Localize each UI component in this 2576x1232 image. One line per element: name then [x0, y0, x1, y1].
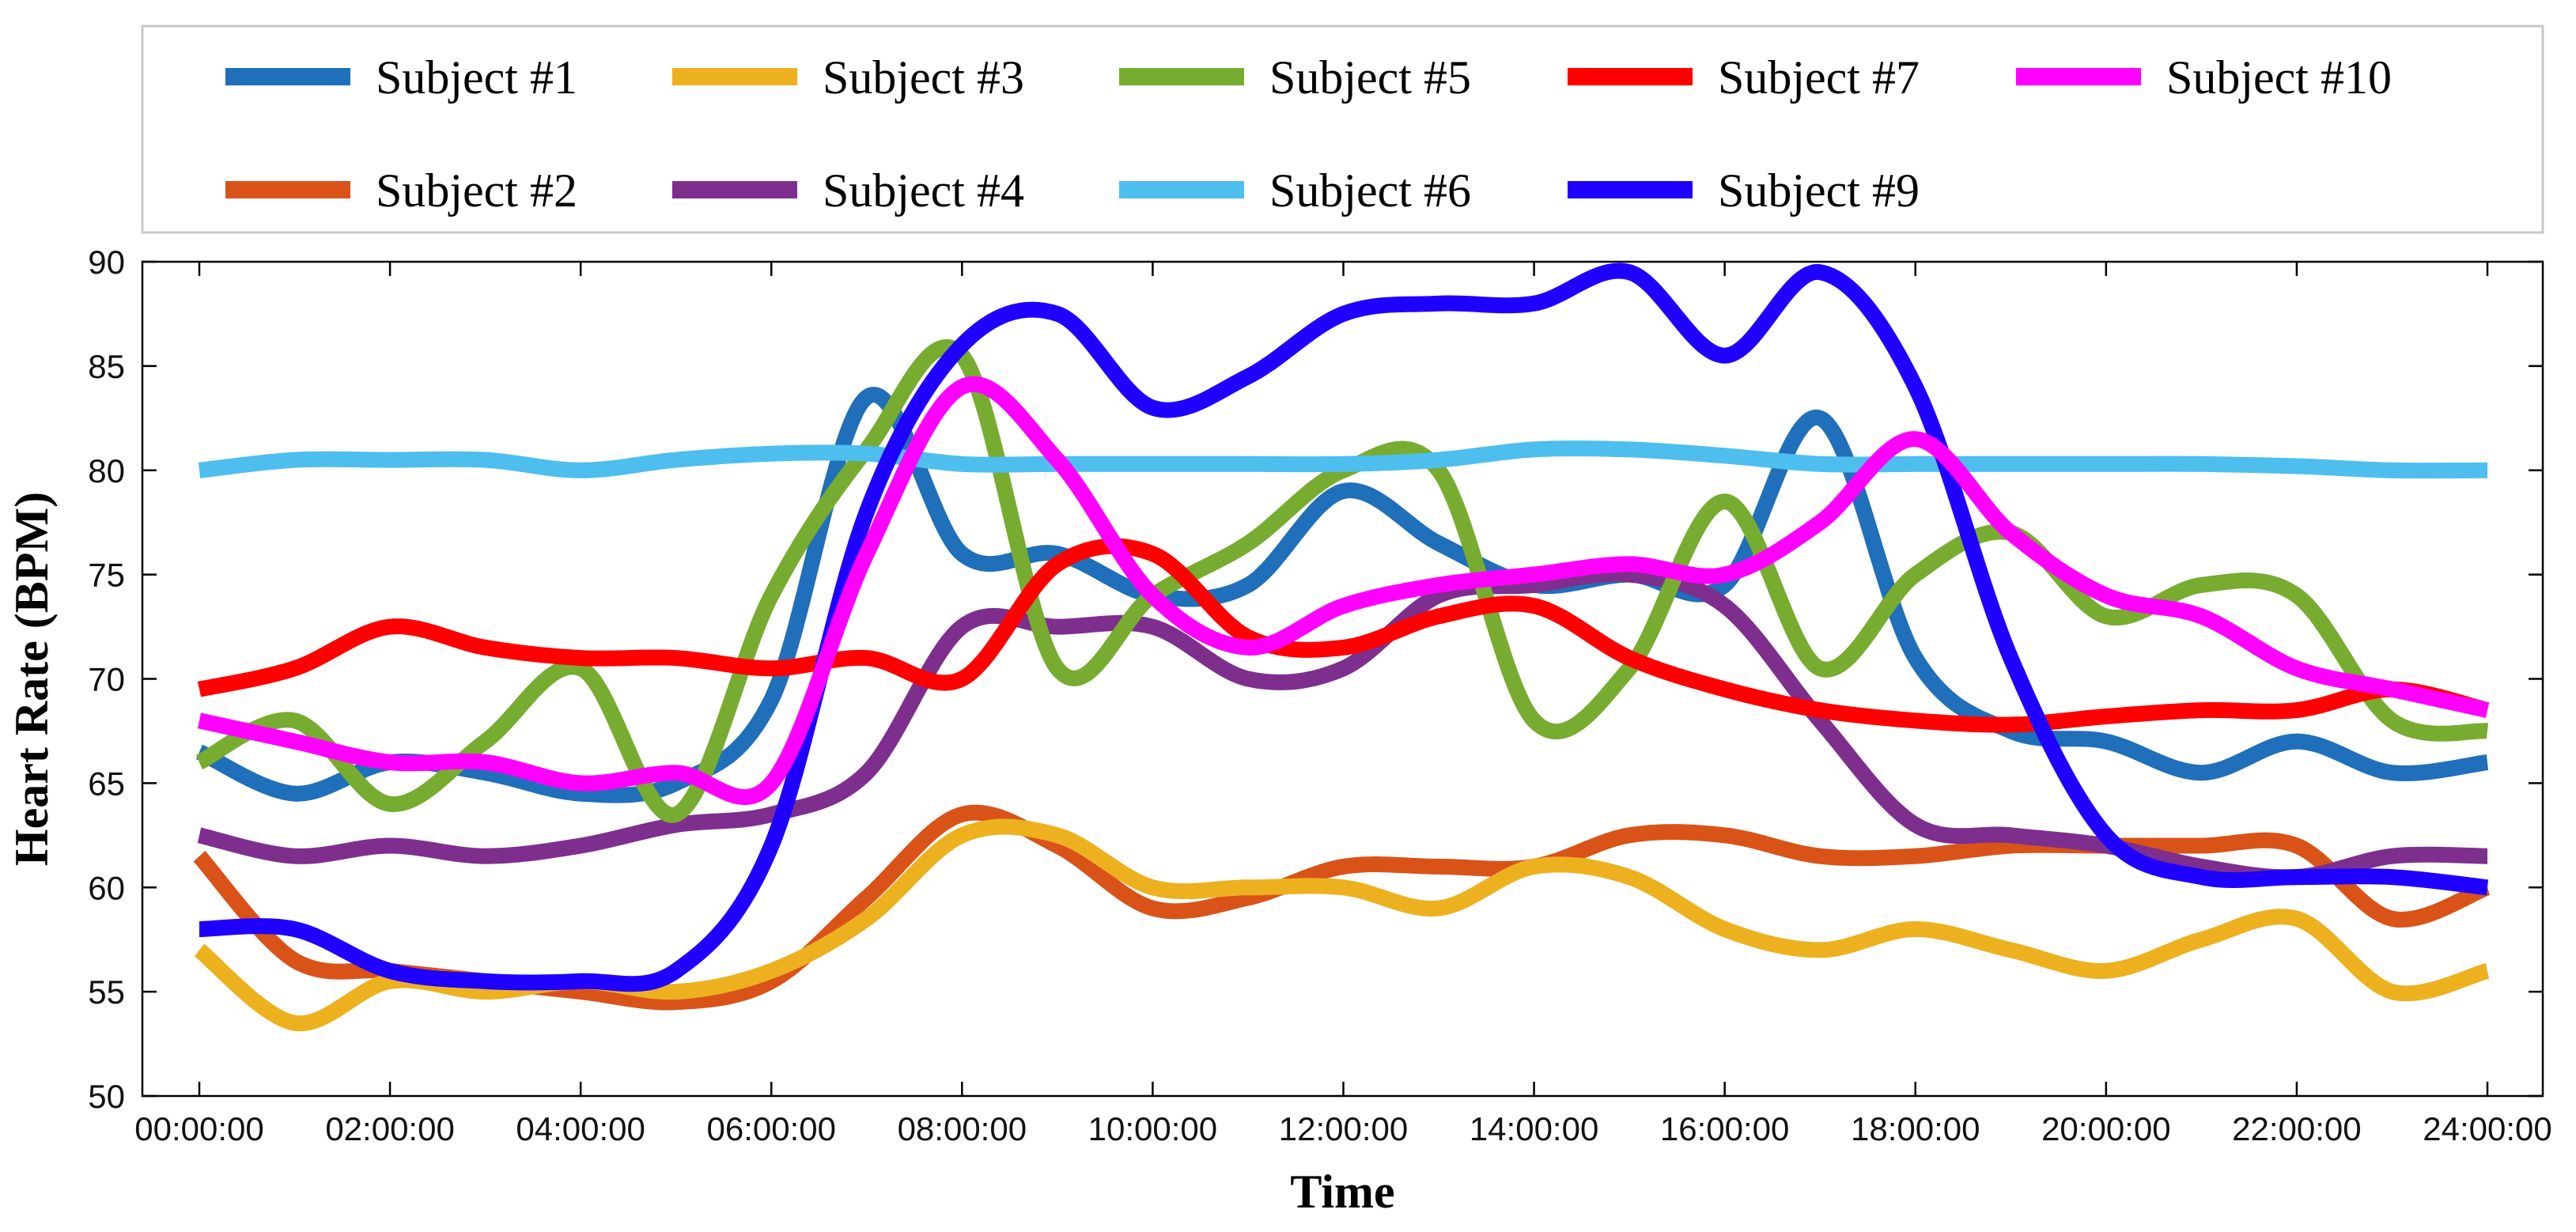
x-tick-label: 14:00:00 [1470, 1110, 1599, 1147]
x-tick-label: 04:00:00 [516, 1110, 645, 1147]
legend-label: Subject #4 [823, 164, 1024, 217]
series-line-subject-9 [199, 263, 2489, 992]
plot-area [193, 263, 2491, 1032]
legend-label: Subject #1 [376, 51, 577, 104]
y-tick-label: 65 [88, 765, 125, 802]
x-tick-label: 00:00:00 [134, 1110, 264, 1147]
y-tick-label: 55 [88, 973, 125, 1011]
x-tick-label: 06:00:00 [707, 1110, 837, 1147]
series-line-subject-10 [197, 376, 2490, 805]
y-tick-label: 50 [88, 1078, 125, 1115]
x-tick-label: 12:00:00 [1279, 1110, 1409, 1147]
legend-label: Subject #10 [2166, 51, 2392, 104]
series-lines [193, 263, 2491, 1032]
y-tick-label: 70 [88, 661, 125, 698]
x-axis-title: Time [1290, 1166, 1394, 1218]
series-line-subject-1 [195, 387, 2489, 803]
series-line-subject-7 [197, 538, 2490, 733]
legend-label: Subject #3 [823, 51, 1024, 104]
y-tick-label: 85 [88, 348, 125, 385]
axes: 50 55 60 65 70 75 80 85 90 00:00:00 02:00:00 04:00:… [88, 244, 2551, 1147]
y-tick-label: 90 [88, 244, 125, 281]
legend-label: Subject #7 [1718, 51, 1920, 104]
x-tick-label: 08:00:00 [898, 1110, 1027, 1147]
legend-label: Subject #5 [1269, 51, 1471, 104]
axes-frame [141, 260, 2544, 1098]
legend-box [141, 25, 2544, 234]
x-tick-label: 18:00:00 [1851, 1110, 1980, 1147]
y-tick-label: 75 [88, 557, 125, 594]
series-line-subject-6 [198, 440, 2488, 479]
x-tick-label: 16:00:00 [1660, 1110, 1790, 1147]
legend-label: Subject #6 [1269, 164, 1471, 217]
series-line-subject-4 [197, 565, 2488, 886]
series-line-subject-2 [193, 804, 2491, 1011]
y-axis-title: Heart Rate (BPM) [6, 492, 58, 866]
series-line-subject-5 [195, 339, 2489, 823]
y-tick-label: 80 [88, 452, 125, 489]
x-tick-label: 22:00:00 [2232, 1110, 2362, 1147]
x-tick-label: 02:00:00 [325, 1110, 455, 1147]
x-tick-label: 10:00:00 [1088, 1110, 1218, 1147]
legend-label: Subject #2 [376, 164, 577, 217]
x-tick-label: 24:00:00 [2423, 1110, 2552, 1147]
legend-label: Subject #9 [1718, 164, 1920, 217]
x-tick-label: 20:00:00 [2041, 1110, 2171, 1147]
legend: Subject #1 Subject #3 Subject #5 Subject #7… [141, 25, 2544, 234]
y-tick-label: 60 [88, 869, 125, 906]
